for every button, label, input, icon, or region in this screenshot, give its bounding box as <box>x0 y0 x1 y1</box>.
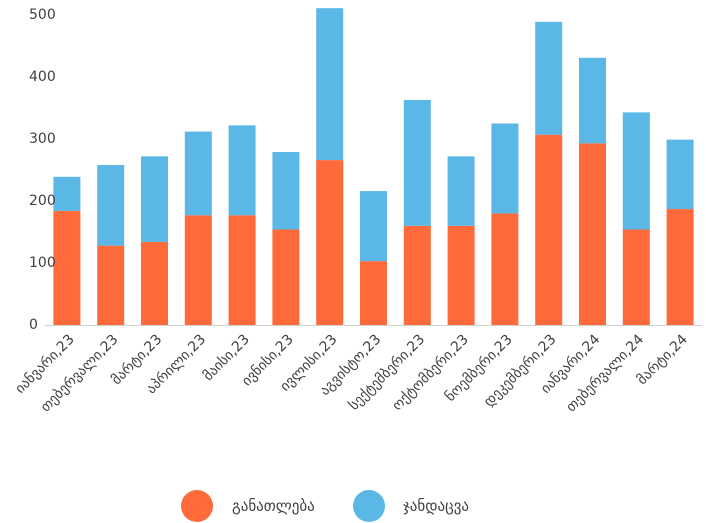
bar-series1-10 <box>491 213 519 325</box>
bar-series2-1 <box>97 165 125 246</box>
bar-series2-4 <box>228 125 256 216</box>
x-tick-label-8: სექტემბერი,23 <box>345 331 428 414</box>
y-tick-label-500: 500 <box>29 7 56 23</box>
bar-series1-0 <box>53 210 81 325</box>
bar-series1-11 <box>535 134 563 325</box>
x-tick-label-13: თებერვალი,24 <box>563 331 648 416</box>
bar-series1-6 <box>316 160 344 325</box>
bar-series1-3 <box>184 215 212 325</box>
legend: განათლება ჯანდაცვა <box>181 490 469 522</box>
bar-series2-14 <box>666 139 694 210</box>
bar-series2-13 <box>622 112 650 230</box>
y-tick-label-400: 400 <box>29 69 56 85</box>
y-tick-label-100: 100 <box>29 255 56 271</box>
bar-series2-0 <box>53 176 81 211</box>
bar-series1-13 <box>622 229 650 325</box>
bar-series1-14 <box>666 209 694 325</box>
bar-series2-7 <box>360 191 387 262</box>
bar-series1-7 <box>360 261 387 325</box>
legend-swatch-1 <box>353 490 385 522</box>
y-tick-label-0: 0 <box>29 317 38 333</box>
x-tick-labels: იანვარი,23თებერვალი,23მარტი,23აპრილი,23მ… <box>12 331 691 416</box>
bar-series2-3 <box>184 131 212 216</box>
bar-series1-5 <box>272 229 300 325</box>
bar-series2-10 <box>491 123 519 214</box>
bar-series1-8 <box>403 225 431 325</box>
bar-series2-9 <box>447 156 475 226</box>
legend-label-1: ჯანდაცვა <box>403 497 469 515</box>
y-tick-label-200: 200 <box>29 193 56 209</box>
bar-series1-2 <box>141 241 168 325</box>
bar-series1-9 <box>447 225 475 325</box>
y-tick-labels: 0 100 200 300 400 500 <box>29 7 56 333</box>
x-tick-label-1: თებერვალი,23 <box>37 331 122 416</box>
bar-series2-8 <box>403 99 431 226</box>
bar-series2-12 <box>579 57 606 144</box>
bar-series1-4 <box>228 215 256 325</box>
legend-label-0: განათლება <box>232 497 315 515</box>
bar-series2-11 <box>535 21 563 135</box>
bar-series2-5 <box>272 152 300 230</box>
bar-series1-12 <box>579 143 606 325</box>
legend-swatch-0 <box>181 490 213 522</box>
bar-series2-2 <box>141 156 168 242</box>
bars-layer <box>53 8 694 325</box>
x-tick-label-9: ოქტომბერი,23 <box>389 331 472 414</box>
bar-series2-6 <box>316 8 344 161</box>
bar-series1-1 <box>97 245 125 325</box>
y-tick-label-300: 300 <box>29 131 56 147</box>
